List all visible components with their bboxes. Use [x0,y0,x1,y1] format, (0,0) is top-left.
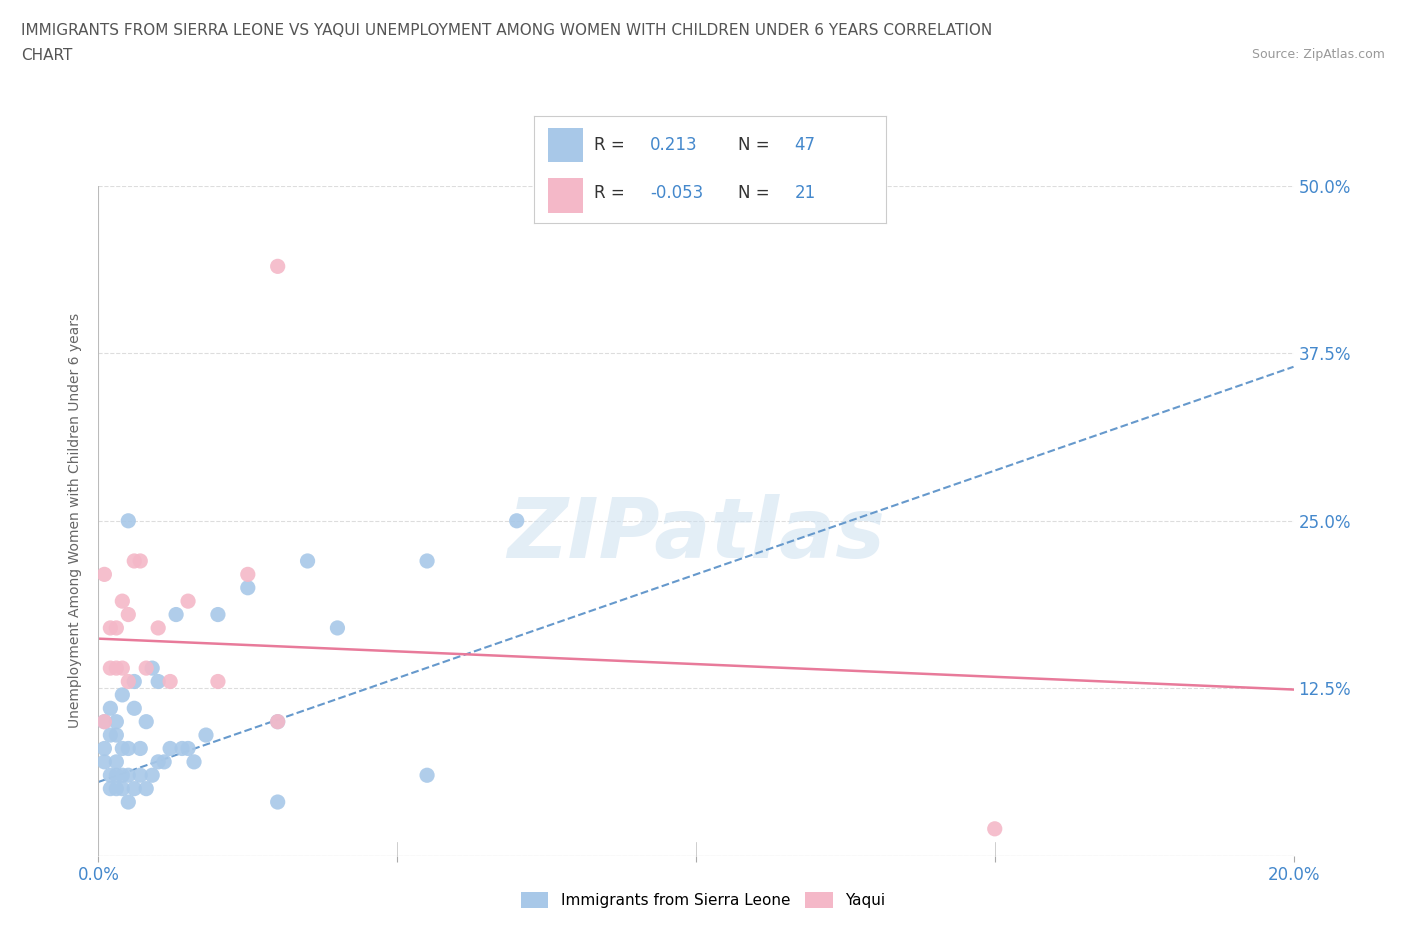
Point [148,674,170,689]
Point [207,674,229,689]
Bar [548,128,583,162]
Point [165,607,187,622]
Point [236,567,259,582]
Point [93,567,115,582]
Point [105,620,128,635]
Text: CHART: CHART [21,48,73,63]
Point [135,660,157,675]
Text: 47: 47 [794,136,815,154]
Point [297,553,319,568]
Text: 21: 21 [794,184,815,202]
Text: Source: ZipAtlas.com: Source: ZipAtlas.com [1251,48,1385,61]
Point [111,741,134,756]
Point [416,768,439,783]
Point [177,741,200,756]
Point [177,593,200,608]
Point [100,701,122,716]
Point [93,714,115,729]
Point [117,768,139,783]
Point [111,593,134,608]
Text: ZIPatlas: ZIPatlas [508,494,884,575]
Point [111,687,134,702]
Point [100,660,122,675]
Point [129,741,152,756]
Text: -0.053: -0.053 [650,184,703,202]
Point [111,660,134,675]
Point [148,754,170,769]
Point [267,259,290,273]
Text: IMMIGRANTS FROM SIERRA LEONE VS YAQUI UNEMPLOYMENT AMONG WOMEN WITH CHILDREN UND: IMMIGRANTS FROM SIERRA LEONE VS YAQUI UN… [21,23,993,38]
Text: N =: N = [738,184,775,202]
Point [153,754,176,769]
Point [117,741,139,756]
Point [117,794,139,809]
Point [326,620,349,635]
Point [124,701,146,716]
Point [105,781,128,796]
Point [183,754,205,769]
Point [100,768,122,783]
Point [135,781,157,796]
Point [129,553,152,568]
Point [100,781,122,796]
Y-axis label: Unemployment Among Women with Children Under 6 years: Unemployment Among Women with Children U… [69,313,83,728]
Point [984,821,1007,836]
Point [135,714,157,729]
Point [129,768,152,783]
Point [207,607,229,622]
Point [105,660,128,675]
Point [159,741,181,756]
Point [267,714,290,729]
Point [148,620,170,635]
Point [195,727,218,742]
Point [124,553,146,568]
Point [267,794,290,809]
Point [117,607,139,622]
Point [100,620,122,635]
Point [141,660,163,675]
Point [117,513,139,528]
Point [506,513,529,528]
Point [124,674,146,689]
Legend: Immigrants from Sierra Leone, Yaqui: Immigrants from Sierra Leone, Yaqui [516,888,890,913]
Point [111,781,134,796]
Point [117,674,139,689]
Point [416,553,439,568]
Point [105,768,128,783]
Point [124,781,146,796]
Point [111,768,134,783]
Point [100,727,122,742]
Text: 0.213: 0.213 [650,136,697,154]
Text: R =: R = [593,136,630,154]
Point [141,768,163,783]
Point [236,580,259,595]
Point [105,727,128,742]
Point [93,754,115,769]
Point [93,714,115,729]
Point [105,754,128,769]
Point [105,714,128,729]
Bar [548,179,583,213]
Point [93,741,115,756]
Text: N =: N = [738,136,775,154]
Point [267,714,290,729]
Point [159,674,181,689]
Point [172,741,194,756]
Text: R =: R = [593,184,630,202]
